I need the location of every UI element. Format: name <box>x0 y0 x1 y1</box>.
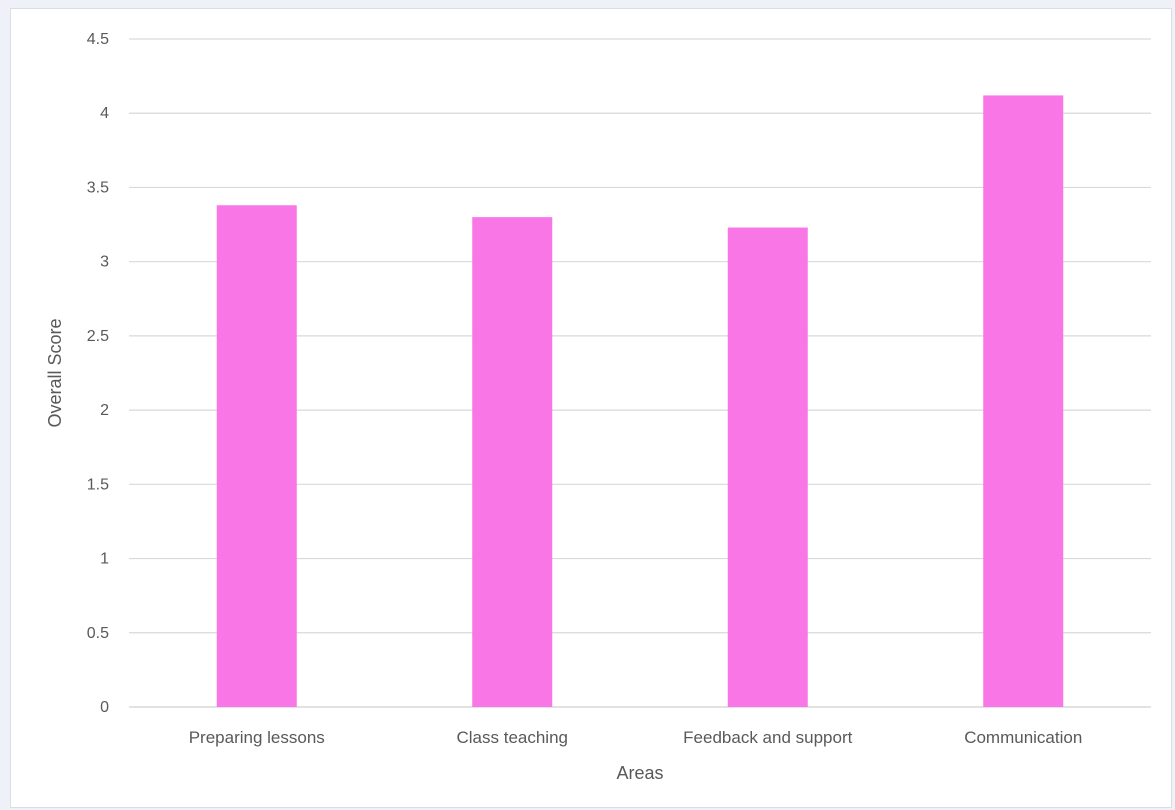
bar-class-teaching <box>472 217 553 707</box>
x-axis-title: Areas <box>616 763 663 783</box>
x-category-label: Communication <box>964 728 1082 747</box>
y-tick-label: 0.5 <box>87 625 109 642</box>
y-tick-label: 0 <box>100 699 109 716</box>
y-tick-label: 3.5 <box>87 179 109 196</box>
bar-communication <box>983 95 1064 708</box>
y-tick-label: 2 <box>100 402 109 419</box>
y-tick-label: 1.5 <box>87 476 109 493</box>
y-tick-label: 2.5 <box>87 328 109 345</box>
y-tick-label: 3 <box>100 254 109 271</box>
bar-preparing-lessons <box>216 205 297 707</box>
bar-feedback-and-support <box>727 227 808 707</box>
y-tick-label: 4.5 <box>87 31 109 48</box>
y-tick-label: 1 <box>100 551 109 568</box>
y-axis-title: Overall Score <box>45 318 65 427</box>
bars <box>216 95 1064 708</box>
y-tick-label: 4 <box>100 105 109 122</box>
y-axis-ticks: 0 0.5 1 1.5 2 2.5 3 3.5 4 4.5 <box>87 31 109 716</box>
gridlines <box>129 38 1151 708</box>
x-axis-categories: Preparing lessons Class teaching Feedback … <box>189 728 1083 747</box>
x-category-label: Feedback and support <box>683 728 852 747</box>
x-category-label: Class teaching <box>456 728 568 747</box>
x-category-label: Preparing lessons <box>189 728 325 747</box>
bar-chart: 0 0.5 1 1.5 2 2.5 3 3.5 4 4.5 Preparing lessons Cl… <box>45 31 1151 783</box>
chart-panel: 0 0.5 1 1.5 2 2.5 3 3.5 4 4.5 Preparing lessons Cl… <box>10 8 1172 808</box>
